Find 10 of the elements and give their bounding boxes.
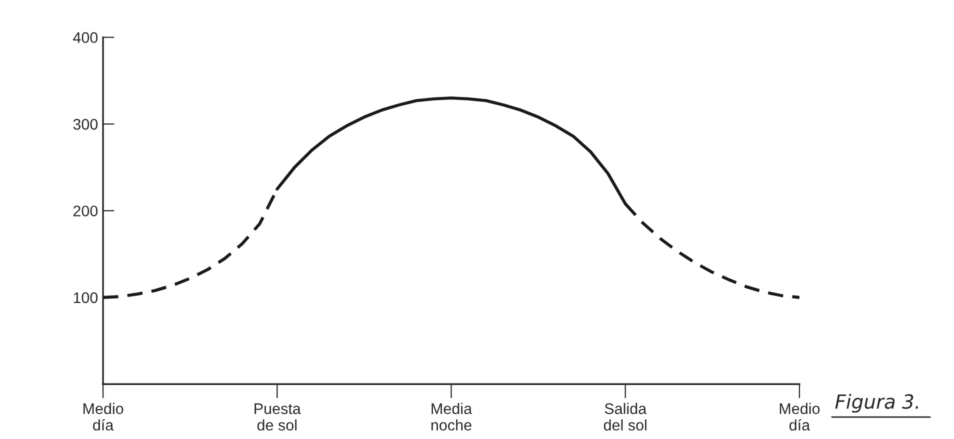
x-tick-label: Salida del sol bbox=[604, 402, 647, 431]
x-tick-label: Medio día bbox=[780, 402, 820, 431]
x-tick-label: Medio día bbox=[83, 402, 124, 431]
y-tick-label: 200 bbox=[73, 206, 98, 216]
x-tick-label: Media noche bbox=[431, 402, 472, 431]
y-tick-label: 100 bbox=[74, 292, 98, 304]
y-tick-label: 300 bbox=[73, 118, 98, 130]
x-tick-label: Puesta de sol bbox=[254, 403, 301, 431]
text: Figura 3. bbox=[835, 394, 918, 413]
y-tick-label: 400 bbox=[73, 32, 98, 43]
